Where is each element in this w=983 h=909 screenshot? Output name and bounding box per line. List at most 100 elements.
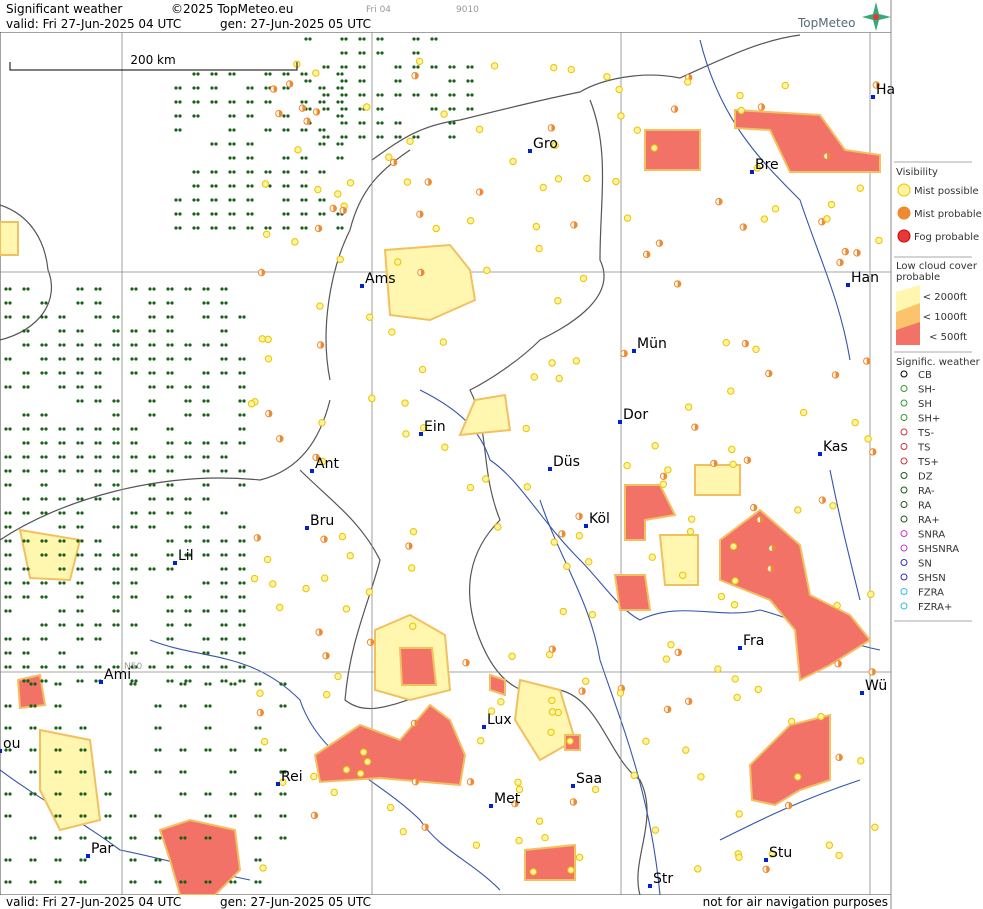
mist (483, 266, 491, 275)
drizzle (178, 114, 182, 118)
drizzle (196, 184, 200, 188)
drizzle (220, 511, 224, 515)
drizzle (232, 198, 236, 202)
latitude-label: N50 (124, 662, 142, 672)
drizzle (108, 814, 112, 818)
drizzle (170, 553, 174, 557)
drizzle (33, 682, 37, 686)
mist (403, 178, 412, 186)
drizzle (29, 770, 33, 774)
drizzle (79, 814, 83, 818)
drizzle (158, 858, 162, 862)
drizzle (206, 637, 210, 641)
legend-item: < 500ft (929, 332, 967, 343)
drizzle (250, 86, 254, 90)
legend-item: FZRA+ (918, 602, 952, 613)
city-marker (173, 561, 177, 565)
city-marker (764, 858, 768, 862)
drizzle (308, 107, 312, 111)
mist (346, 179, 355, 187)
drizzle (254, 880, 258, 884)
drizzle (233, 814, 237, 818)
drizzle (80, 441, 84, 445)
mist (466, 483, 475, 492)
drizzle (44, 623, 48, 627)
drizzle (94, 539, 98, 543)
mist (650, 144, 659, 152)
drizzle (188, 357, 192, 361)
mist (466, 217, 475, 225)
drizzle (98, 357, 102, 361)
drizzle (282, 72, 286, 76)
drizzle (80, 371, 84, 375)
mist (753, 164, 762, 172)
drizzle (318, 142, 322, 146)
drizzle (76, 539, 80, 543)
mist (679, 571, 687, 579)
drizzle (4, 748, 8, 752)
drizzle (196, 198, 200, 202)
drizzle (83, 858, 87, 862)
drizzle (238, 371, 242, 375)
cities: Ha Gro Bre Ams Han Mün Dor Ein Kas Düs Ant Köl Bru Li… (0, 82, 895, 888)
drizzle (58, 427, 62, 431)
drizzle (40, 301, 44, 305)
drizzle (116, 609, 120, 613)
drizzle (228, 156, 232, 160)
mist (508, 652, 516, 660)
drizzle (62, 651, 66, 655)
weather-icon (900, 472, 908, 479)
drizzle (130, 525, 134, 529)
drizzle (76, 553, 80, 557)
city-label: Met (494, 791, 521, 807)
drizzle (170, 539, 174, 543)
drizzle (80, 343, 84, 347)
drizzle (283, 682, 287, 686)
drizzle (40, 539, 44, 543)
drizzle (4, 792, 8, 796)
city-label: Bre (755, 157, 779, 173)
drizzle (112, 483, 116, 487)
drizzle (380, 51, 384, 55)
drizzle (220, 329, 224, 333)
drizzle (33, 836, 37, 840)
mist (845, 248, 849, 255)
drizzle (112, 595, 116, 599)
drizzle (134, 329, 138, 333)
low-cloud (0, 108, 881, 896)
drizzle (268, 226, 272, 230)
legend-heading: Visibility (896, 167, 938, 178)
drizzle (228, 198, 232, 202)
mist (743, 223, 747, 231)
drizzle (152, 287, 156, 291)
drizzle (76, 329, 80, 333)
mist (731, 675, 739, 683)
drizzle (98, 455, 102, 459)
drizzle (202, 287, 206, 291)
legend-item: RA+ (918, 515, 940, 526)
mist (318, 418, 326, 427)
drizzle (112, 329, 116, 333)
drizzle (412, 37, 416, 41)
drizzle (416, 93, 420, 97)
mist (550, 63, 558, 72)
mist (794, 773, 802, 781)
weather-icon (900, 414, 908, 421)
drizzle (22, 315, 26, 319)
drizzle (179, 836, 183, 840)
drizzle (29, 726, 33, 730)
drizzle (258, 748, 262, 752)
mist (747, 456, 751, 464)
mist (727, 387, 735, 395)
mist (535, 244, 543, 253)
drizzle (238, 539, 242, 543)
mist (530, 373, 538, 381)
drizzle (58, 441, 62, 445)
drizzle (224, 553, 228, 557)
city-label: Str (653, 871, 673, 887)
city-marker (548, 467, 552, 471)
mist (368, 394, 376, 403)
mist (523, 483, 531, 491)
mist (472, 841, 481, 849)
drizzle (8, 357, 12, 361)
